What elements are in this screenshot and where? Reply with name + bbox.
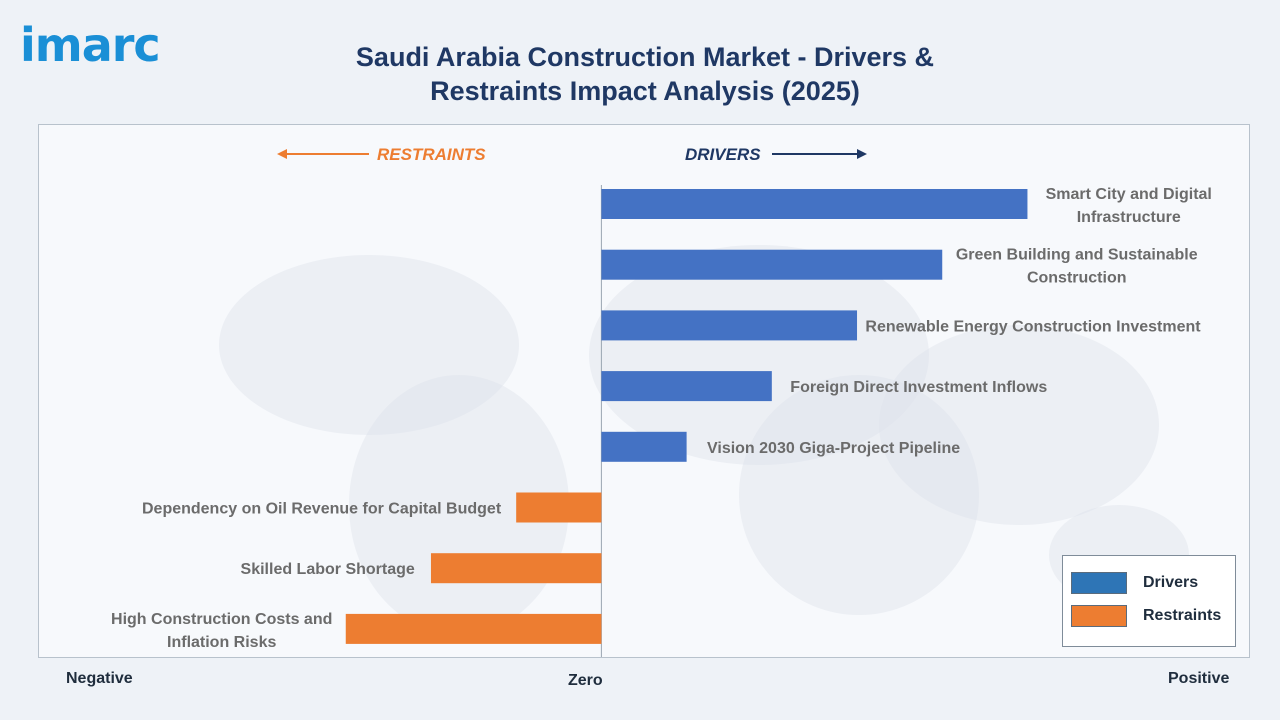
bar-label-2: Renewable Energy Construction Investment (865, 318, 1201, 335)
bar-label-1: Green Building and Sustainable Constructi… (956, 247, 1198, 287)
restraints-direction-label: RESTRAINTS (377, 145, 486, 164)
bar-3 (601, 371, 772, 402)
bar-6 (430, 553, 602, 584)
bar-label-7: High Construction Costs and Inflation Ris… (111, 611, 332, 651)
map-shape-2 (589, 245, 929, 465)
bar-7 (345, 613, 602, 644)
axis-label-negative: Negative (66, 670, 133, 687)
bar-label-3: Foreign Direct Investment Inflows (790, 379, 1047, 396)
bar-label-6: Skilled Labor Shortage (241, 561, 415, 578)
restraints-arrow-head (277, 149, 287, 159)
drivers-direction-label: DRIVERS (685, 145, 761, 164)
legend-label-restraints: Restraints (1143, 607, 1222, 624)
chart-legend: Drivers Restraints (1062, 555, 1236, 647)
bar-label-4: Vision 2030 Giga-Project Pipeline (707, 440, 960, 457)
bar-4 (601, 431, 687, 462)
legend-swatch-restraints (1071, 605, 1127, 627)
bar-5 (516, 492, 602, 523)
legend-label-drivers: Drivers (1143, 574, 1199, 591)
map-shape-3 (739, 375, 979, 615)
bar-label-5: Dependency on Oil Revenue for Capital Bu… (142, 501, 502, 518)
drivers-arrow-head (857, 149, 867, 159)
imarc-logo: imarc (20, 18, 161, 72)
bar-0 (601, 189, 1028, 219)
chart-title: Saudi Arabia Construction Market - Drive… (355, 42, 935, 106)
legend-swatch-drivers (1071, 572, 1127, 594)
bar-1 (601, 249, 943, 280)
map-shape-4 (879, 325, 1159, 525)
map-shape-0 (219, 255, 519, 435)
axis-label-zero: Zero (568, 672, 603, 689)
bar-label-0: Smart City and Digital Infrastructure (1046, 186, 1212, 226)
legend-item-drivers: Drivers (1071, 571, 1198, 595)
axis-label-positive: Positive (1168, 670, 1230, 687)
bar-2 (601, 310, 858, 341)
legend-item-restraints: Restraints (1071, 604, 1221, 628)
